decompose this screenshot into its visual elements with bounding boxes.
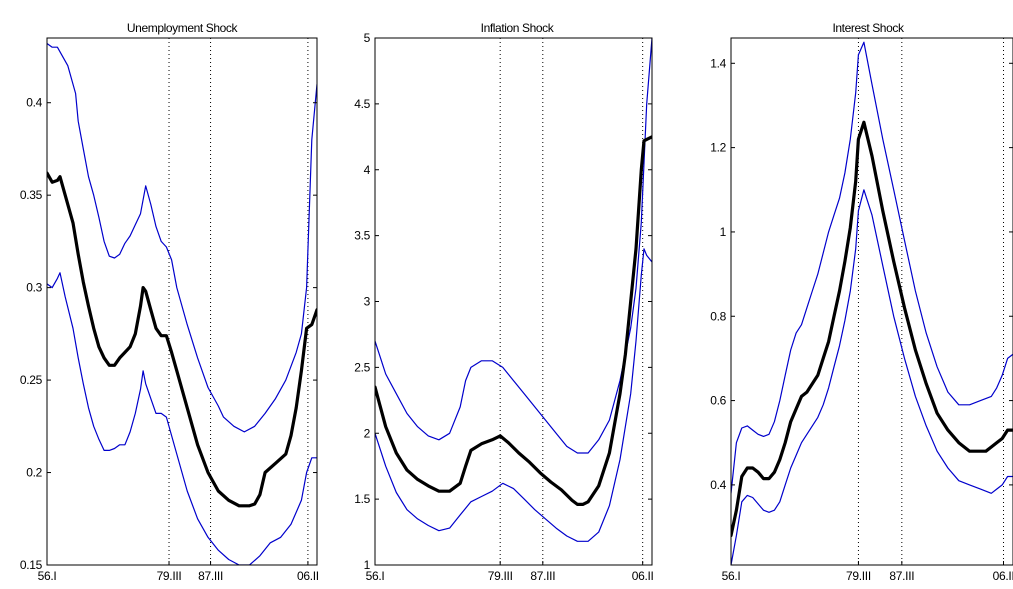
y-tick-label: 0.8 xyxy=(710,309,726,323)
lower-band-line xyxy=(47,272,317,565)
x-tick-label: 56.I xyxy=(366,569,385,583)
x-tick-label: 79.III xyxy=(157,569,182,583)
y-tick-label: 1 xyxy=(720,225,727,239)
panel-title: Interest Shock xyxy=(832,21,905,35)
y-tick-label: 1.4 xyxy=(710,56,726,70)
plot-area xyxy=(47,38,317,565)
x-tick-label: 87.III xyxy=(889,569,914,583)
y-tick-label: 0.4 xyxy=(710,478,726,492)
y-tick-label: 4 xyxy=(364,163,371,177)
x-tick-label: 06.II xyxy=(632,569,654,583)
median-line xyxy=(375,135,652,506)
y-tick-label: 0.3 xyxy=(26,281,42,295)
y-tick-label: 5 xyxy=(364,31,371,45)
lower-band-line xyxy=(731,189,1013,565)
axes-frame xyxy=(46,37,318,566)
y-tick-label: 1.2 xyxy=(710,141,726,155)
axes-frame xyxy=(730,37,1013,566)
y-tick-label: 2.5 xyxy=(354,360,370,374)
y-tick-label: 3.5 xyxy=(354,229,370,243)
panel-inflation-shock: Inflation Shock 1 1.5 2 2.5 3 3.5 4 4.5 5 56.I 79.… xyxy=(354,21,654,583)
y-tick-label: 0.6 xyxy=(710,394,726,408)
x-tick-label: 87.III xyxy=(198,569,223,583)
panel-interest-shock: Interest Shock 0.4 0.6 0.8 1 1.2 1.4 56.I 79.II… xyxy=(710,21,1013,583)
x-tick-label: 56.I xyxy=(38,569,57,583)
upper-band-line xyxy=(47,43,317,433)
panel-title: Inflation Shock xyxy=(481,21,555,35)
y-tick-label: 1 xyxy=(364,558,371,572)
x-tick-label: 79.III xyxy=(846,569,871,583)
panel-title: Unemployment Shock xyxy=(127,21,239,35)
y-tick-label: 1.5 xyxy=(354,492,370,506)
y-tick-label: 3 xyxy=(364,295,371,309)
lower-band-line xyxy=(375,248,652,542)
y-tick-label: 0.2 xyxy=(26,466,42,480)
y-tick-label: 0.15 xyxy=(20,558,43,572)
y-tick-label: 2 xyxy=(364,426,371,440)
y-tick-label: 4.5 xyxy=(354,97,370,111)
x-tick-label: 06.II xyxy=(297,569,319,583)
y-tick-label: 0.4 xyxy=(26,96,42,110)
plot-area xyxy=(375,38,652,565)
y-tick-label: 0.25 xyxy=(20,373,43,387)
x-tick-label: 56.I xyxy=(722,569,741,583)
median-line xyxy=(731,120,1013,538)
x-tick-label: 87.III xyxy=(530,569,555,583)
y-tick-label: 0.35 xyxy=(20,188,43,202)
median-line xyxy=(47,171,317,508)
plot-area xyxy=(731,38,1013,565)
panel-unemployment-shock: Unemployment Shock 0.15 0.2 0.25 0.3 0.35 0.4… xyxy=(20,21,319,583)
x-tick-label: 06.II xyxy=(993,569,1013,583)
upper-band-line xyxy=(731,41,1013,494)
x-tick-label: 79.III xyxy=(488,569,513,583)
